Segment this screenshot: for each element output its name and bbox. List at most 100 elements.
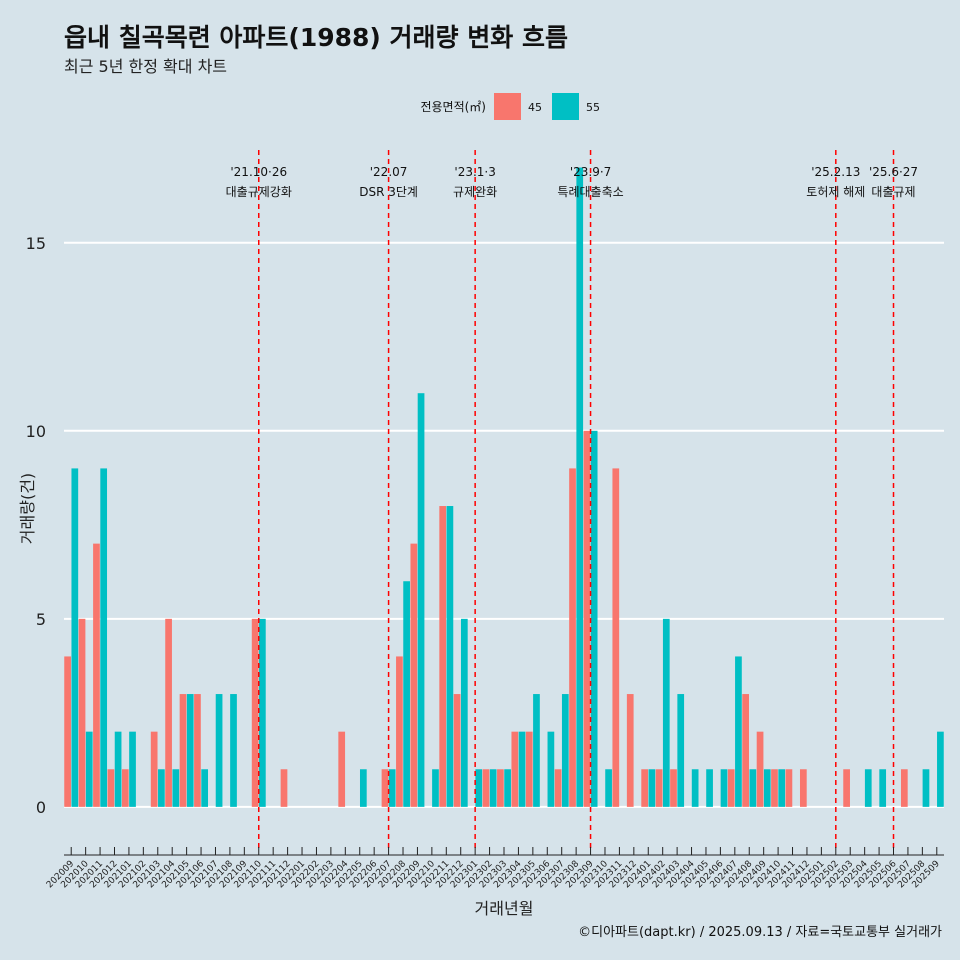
bar-45-202208 <box>396 656 403 807</box>
bar-55-202303 <box>504 769 511 807</box>
event-label-desc-0: 대출규제강화 <box>226 185 292 199</box>
bar-45-202103 <box>150 731 158 807</box>
bar-55-202407 <box>735 656 742 807</box>
bar-45-202411 <box>785 769 793 807</box>
bar-55-202212 <box>460 618 468 807</box>
event-label-desc-4: 토허제 해제 <box>806 185 865 199</box>
bar-55-202301 <box>475 769 483 807</box>
y-tick-label-0: 0 <box>36 798 46 817</box>
bar-45-202407 <box>727 769 735 807</box>
chart-subtitle: 최근 5년 한정 확대 차트 <box>64 57 228 76</box>
bar-45-202403 <box>670 769 677 807</box>
bar-55-202308 <box>576 167 584 807</box>
y-axis-title: 거래량(건) <box>18 473 37 544</box>
source-caption: ©디아파트(dapt.kr) / 2025.09.13 / 자료=국토교통부 실… <box>578 925 942 940</box>
bar-45-202009 <box>64 656 71 807</box>
chart-title: 읍내 칠곡목련 아파트(1988) 거래량 변화 흐름 <box>64 23 568 52</box>
bar-45-202409 <box>756 731 764 807</box>
bar-55-202012 <box>114 731 122 807</box>
bar-55-202103 <box>158 769 165 807</box>
event-label-desc-1: DSR 3단계 <box>359 185 418 199</box>
bar-55-202404 <box>691 769 699 807</box>
y-tick-label-5: 5 <box>36 610 46 629</box>
bar-55-202306 <box>547 731 555 807</box>
bar-55-202107 <box>215 694 223 807</box>
bar-55-202009 <box>71 468 79 807</box>
bar-55-202509 <box>937 731 944 807</box>
bar-55-202307 <box>561 694 569 807</box>
bar-45-202204 <box>338 731 346 807</box>
bar-55-202110 <box>259 618 266 807</box>
bar-45-202408 <box>742 694 749 807</box>
bar-55-202405 <box>706 769 713 807</box>
bar-45-202105 <box>179 694 187 807</box>
bar-55-202408 <box>749 769 757 807</box>
bar-45-202302 <box>482 769 490 807</box>
bar-45-202207 <box>381 769 389 807</box>
bar-45-202507 <box>900 769 908 807</box>
axes: 0510152020092020102020112020122021012021… <box>18 234 944 918</box>
bar-55-202010 <box>85 731 93 807</box>
bar-45-202503 <box>843 769 850 807</box>
event-label-date-1: '22.07 <box>370 165 408 179</box>
bar-45-202303 <box>497 769 504 807</box>
bar-45-202209 <box>410 543 418 807</box>
bar-55-202210 <box>432 769 439 807</box>
event-label-date-2: '23.1·3 <box>454 165 495 179</box>
bar-45-202112 <box>280 769 288 807</box>
event-label-date-0: '21.10·26 <box>230 165 287 179</box>
bar-45-202110 <box>251 618 259 807</box>
bar-45-202312 <box>626 694 634 807</box>
bar-55-202104 <box>172 769 180 807</box>
bar-45-202309 <box>583 430 591 807</box>
bar-45-202010 <box>78 618 86 807</box>
bar-55-202304 <box>518 731 526 807</box>
bar-45-202412 <box>799 769 807 807</box>
bar-55-202011 <box>100 468 108 807</box>
y-tick-label-15: 15 <box>26 234 46 253</box>
event-label-date-4: '25.2.13 <box>811 165 860 179</box>
bar-55-202105 <box>186 694 194 807</box>
bar-55-202310 <box>605 769 612 807</box>
bar-55-202401 <box>648 769 656 807</box>
legend: 전용면적(㎡) 45 55 <box>420 93 600 120</box>
bar-55-202205 <box>359 769 367 807</box>
bar-45-202101 <box>121 769 129 807</box>
bar-45-202106 <box>194 694 201 807</box>
bar-55-202207 <box>388 769 396 807</box>
bar-45-202402 <box>655 769 663 807</box>
event-lines: '21.10·26 대출규제강화 '22.07 DSR 3단계 '23.1·3 규제완화 '… <box>226 150 918 852</box>
bar-55-202505 <box>879 769 887 807</box>
bar-55-202309 <box>590 430 598 807</box>
gridlines <box>64 241 944 808</box>
bar-55-202504 <box>864 769 872 807</box>
event-label-desc-5: 대출규제 <box>871 185 915 199</box>
bar-55-202106 <box>201 769 209 807</box>
legend-swatch-55 <box>552 93 579 120</box>
bar-45-202211 <box>439 506 447 807</box>
x-axis-title: 거래년월 <box>475 899 534 918</box>
bar-45-202104 <box>165 618 172 807</box>
event-label-desc-2: 규제완화 <box>453 185 497 199</box>
bar-45-202311 <box>612 468 620 807</box>
event-label-desc-3: 특례대출축소 <box>557 185 623 199</box>
bar-45-202401 <box>641 769 649 807</box>
bar-45-202011 <box>93 543 100 807</box>
legend-title: 전용면적(㎡) <box>420 100 486 114</box>
bar-55-202302 <box>489 769 497 807</box>
bar-45-202305 <box>525 731 533 807</box>
bar-55-202402 <box>662 618 670 807</box>
bar-45-202212 <box>453 694 461 807</box>
bar-55-202305 <box>533 694 540 807</box>
bar-45-202410 <box>771 769 778 807</box>
bar-45-202304 <box>511 731 519 807</box>
y-tick-label-10: 10 <box>26 422 46 441</box>
bar-55-202108 <box>230 694 237 807</box>
legend-swatch-45 <box>494 93 521 120</box>
bar-55-202209 <box>417 393 425 807</box>
event-label-date-5: '25.6·27 <box>869 165 918 179</box>
bar-55-202403 <box>677 694 685 807</box>
bar-45-202308 <box>569 468 576 807</box>
bar-55-202410 <box>778 769 786 807</box>
